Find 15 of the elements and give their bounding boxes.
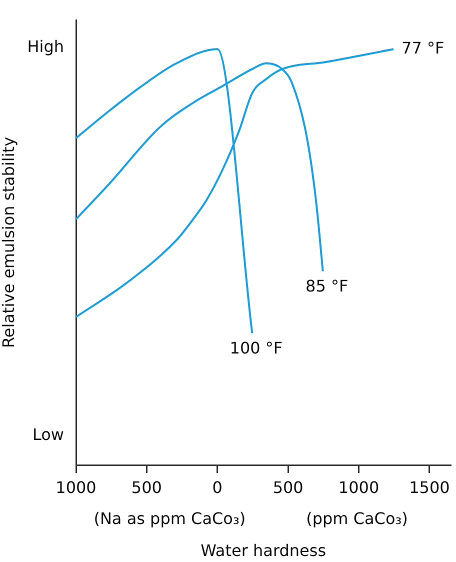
x-tick-label: 500 — [131, 478, 162, 497]
x-axis-title: Water hardness — [200, 541, 326, 560]
x-tick-label: 1000 — [56, 478, 96, 497]
series-label: 85 °F — [306, 276, 348, 296]
text: Low — [32, 425, 64, 444]
x-tick-label: 1500 — [409, 478, 450, 497]
x-tick-label: 500 — [272, 478, 304, 497]
x-tick-label: 1000 — [338, 478, 380, 497]
y-axis-title: Relative emulsion stability — [0, 136, 18, 348]
series-label: 77 °F — [402, 38, 444, 58]
text: (ppm CaCo₃) — [306, 509, 408, 528]
text: (Na as ppm CaCo₃) — [94, 509, 246, 528]
series-label: 100 °F — [230, 338, 283, 358]
text: High — [27, 37, 64, 56]
x-tick-label: 0 — [212, 478, 222, 497]
